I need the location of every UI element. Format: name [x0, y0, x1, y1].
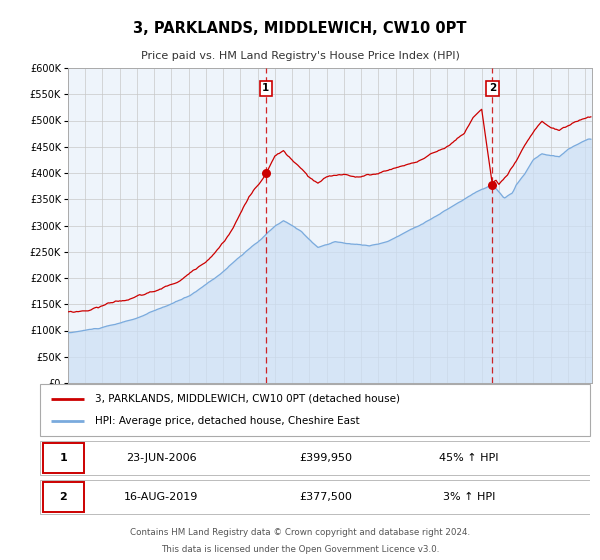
Text: 16-AUG-2019: 16-AUG-2019 [124, 492, 198, 502]
Text: 2: 2 [59, 492, 67, 502]
Text: 3, PARKLANDS, MIDDLEWICH, CW10 0PT: 3, PARKLANDS, MIDDLEWICH, CW10 0PT [133, 21, 467, 36]
Text: £377,500: £377,500 [299, 492, 352, 502]
Text: 45% ↑ HPI: 45% ↑ HPI [439, 452, 499, 463]
Text: 1: 1 [262, 83, 269, 94]
Text: 3, PARKLANDS, MIDDLEWICH, CW10 0PT (detached house): 3, PARKLANDS, MIDDLEWICH, CW10 0PT (deta… [95, 394, 400, 404]
Text: HPI: Average price, detached house, Cheshire East: HPI: Average price, detached house, Ches… [95, 417, 359, 427]
Text: £399,950: £399,950 [299, 452, 353, 463]
Text: 1: 1 [59, 452, 67, 463]
Text: Contains HM Land Registry data © Crown copyright and database right 2024.: Contains HM Land Registry data © Crown c… [130, 528, 470, 536]
Text: 3% ↑ HPI: 3% ↑ HPI [443, 492, 495, 502]
Text: 2: 2 [489, 83, 496, 94]
FancyBboxPatch shape [43, 443, 84, 473]
Text: This data is licensed under the Open Government Licence v3.0.: This data is licensed under the Open Gov… [161, 545, 439, 554]
FancyBboxPatch shape [40, 441, 590, 475]
FancyBboxPatch shape [43, 482, 84, 511]
FancyBboxPatch shape [40, 479, 590, 514]
FancyBboxPatch shape [40, 384, 590, 436]
Text: Price paid vs. HM Land Registry's House Price Index (HPI): Price paid vs. HM Land Registry's House … [140, 51, 460, 61]
Text: 23-JUN-2006: 23-JUN-2006 [125, 452, 196, 463]
